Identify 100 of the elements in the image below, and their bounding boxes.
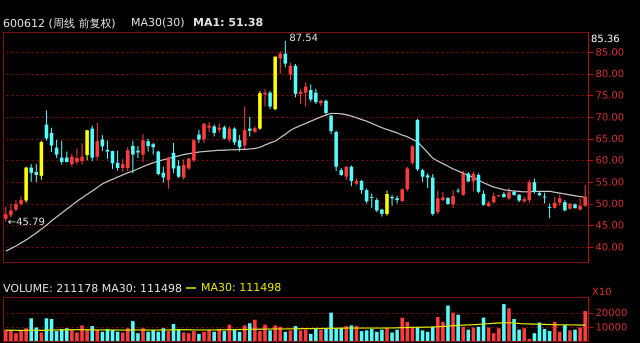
candlestick [472,171,476,192]
candlestick [166,156,170,190]
bar [350,325,354,341]
candlestick [385,190,389,216]
bar [466,330,470,341]
candlestick [141,134,145,163]
y-tick-label: 20000 [596,308,628,320]
candlestick [350,164,354,187]
candlestick [14,200,18,212]
text: MA30(30) [131,16,185,29]
candlestick [222,125,226,140]
legend-label: MA30: 111498 [201,281,282,294]
y-tick-label: 10000 [596,322,628,334]
bar [268,330,272,341]
bar [451,312,455,341]
candlestick [212,124,216,137]
y-tick-label: 65.00 [596,134,624,146]
candlestick [410,144,414,166]
candlestick [96,122,100,161]
y-tick-label: 55.00 [596,177,624,188]
bar [40,332,44,341]
candlestick [288,62,292,81]
y-tick-label: 50.00 [596,199,624,210]
bar [472,328,476,341]
line-series [5,112,586,252]
bar [573,330,577,341]
candlestick [532,178,536,194]
candlestick [100,134,104,152]
candlestick [552,196,556,210]
candlestick [476,172,480,194]
candlestick [390,194,394,206]
bar [461,326,466,341]
candlestick [461,170,466,196]
y-tick-label: 70.00 [596,112,624,124]
candlestick [482,190,486,206]
candlestick [263,88,267,107]
annotation: ←45.79 [8,216,45,228]
bar [502,304,506,341]
line-series [5,322,586,331]
annotation: 87.54 [289,32,318,44]
bar [96,330,100,341]
candlestick [548,203,552,219]
bar [354,326,358,341]
y-tick-label: 80.00 [596,69,624,80]
candlestick [242,106,246,150]
candlestick [116,150,120,172]
bar [456,314,460,341]
candlestick [50,127,54,152]
chart-title: VOLUME: 211178 MA30: 111498 [3,282,182,295]
bar [197,334,201,341]
bar [568,330,572,341]
candlestick [54,139,58,159]
candlestick [406,166,410,192]
bar [284,332,288,341]
y-tick-label: 60.00 [596,156,624,167]
y-tick-label: 75.00 [596,90,624,102]
bar [563,325,567,341]
bar [288,330,292,341]
candlestick [507,187,511,201]
bar [344,326,348,341]
candlestick [542,192,546,204]
chart-title: 600612 (周线 前复权) [3,17,116,30]
bar [294,326,298,341]
candlestick [197,129,201,144]
bar [44,318,48,341]
candlestick [329,114,333,135]
text: MA1: 51.38 [193,16,264,29]
y-tick-label: 40.00 [596,242,624,254]
bar [319,330,323,341]
candlestick [578,198,582,211]
candlestick [217,122,222,134]
candlestick [400,188,404,203]
bar [166,331,170,341]
candlestick [284,40,288,68]
bar [228,324,232,341]
candlestick [563,200,567,212]
candlestick [466,171,470,182]
y-tick-label: 85.00 [596,47,624,58]
candlestick [583,184,587,208]
candlestick [558,194,562,206]
candlestick [44,110,48,142]
text: X10 [592,287,612,298]
candlestick [451,190,455,208]
y-tick-label: 45.00 [596,220,624,232]
text: 85.36 [591,34,620,45]
bar [446,306,450,341]
candlestick [344,165,348,180]
candlestick [228,126,232,143]
candlestick [80,142,84,166]
candlestick [324,99,328,116]
bar [212,332,216,341]
candlestick [268,90,272,110]
candlestick [492,192,496,204]
bar [507,308,511,341]
bar [385,328,389,341]
bar [222,331,226,341]
candlestick [19,196,23,206]
candlestick [360,179,364,194]
candlestick [248,116,252,137]
bar [242,325,246,341]
